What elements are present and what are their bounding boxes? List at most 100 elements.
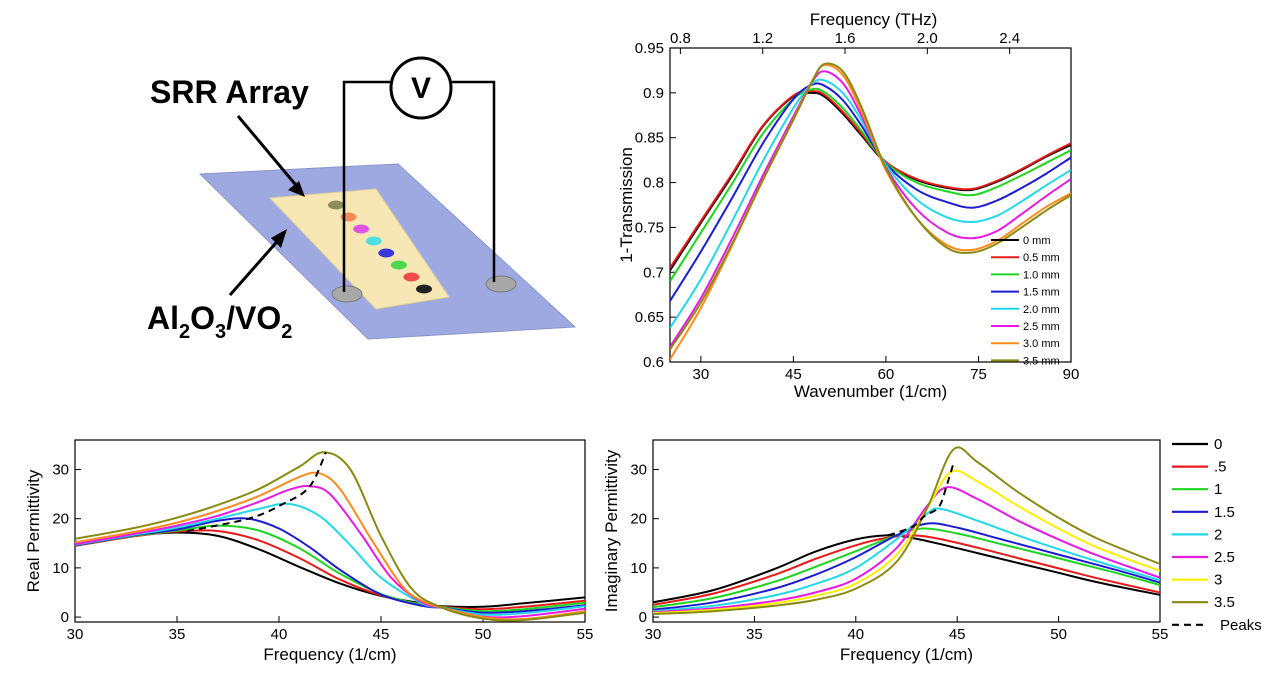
x-tick-label: 35 (746, 626, 763, 643)
y-tick-label: 0.7 (643, 264, 664, 281)
legend-label: .5 (1214, 459, 1227, 476)
x-axis-label: Frequency (1/cm) (840, 645, 973, 664)
srr-dot-7 (403, 272, 420, 282)
series-line-1 (653, 534, 1160, 604)
x-tick-label: 90 (1063, 366, 1080, 383)
legend-label: 2.5 (1214, 549, 1235, 566)
srr-dot-5 (378, 248, 395, 258)
srr-dot-3 (353, 224, 370, 234)
legend-label: 1.5 (1214, 504, 1235, 521)
srr-dot-1 (328, 200, 344, 210)
substrate-label: Al2O3/VO2 (147, 300, 292, 343)
y-tick-label: 10 (630, 560, 647, 577)
peaks-line (887, 464, 955, 537)
series-line-4 (653, 522, 1160, 611)
series-group (670, 62, 1071, 360)
legend-label: 3.5 mm (1023, 355, 1060, 367)
right-contact-pad (485, 275, 517, 293)
series-line-7 (670, 63, 1071, 360)
x2-tick-label: 2.4 (999, 30, 1020, 47)
legend-label: 1.5 mm (1023, 287, 1060, 299)
y-tick-label: 0.9 (643, 85, 664, 102)
x-tick-label: 50 (1050, 626, 1067, 643)
x-tick-label: 30 (67, 626, 84, 643)
legend-label: Peaks (1220, 617, 1262, 634)
real-permittivity-chart: 30 35 40 45 50 55 0 10 20 30 Frequency (1/cm) Real … (24, 439, 594, 664)
y-tick-label: 0.95 (635, 40, 664, 57)
x-tick-label: 60 (878, 366, 895, 383)
peaks-line (187, 451, 327, 532)
x-tick-label: 45 (785, 366, 802, 383)
transmission-chart: 30 45 60 75 90 0.6 0.65 0.7 0.75 0.8 0.85 0.9 0.95 Wa… (617, 10, 1079, 401)
legend-label: 2.5 mm (1023, 321, 1060, 333)
series-line-3 (653, 527, 1160, 609)
plot-frame (652, 439, 1161, 623)
srr-array-label: SRR Array (150, 74, 309, 110)
y-axis-label: 1-Transmission (617, 147, 636, 263)
legend-label: 0 (1214, 436, 1222, 453)
x2-axis-label: Frequency (THz) (810, 10, 938, 29)
srr-dot-4 (365, 236, 382, 246)
x-tick-label: 45 (373, 626, 390, 643)
srr-arrow-line (236, 115, 302, 191)
y-tick-label: 0 (61, 609, 69, 626)
series-line-2 (75, 529, 585, 611)
substrate-arrow-head (271, 229, 287, 248)
series-line-5 (75, 502, 585, 616)
x2-tick-label: 1.2 (752, 30, 773, 47)
y-tick-label: 10 (52, 560, 69, 577)
legend-label: 2.0 mm (1023, 304, 1060, 316)
legend-label: 0 mm (1023, 235, 1051, 247)
series-line-1 (75, 531, 585, 608)
srr-dots (328, 200, 432, 294)
legend-label: 1.0 mm (1023, 269, 1060, 281)
x-tick-label: 75 (970, 366, 987, 383)
series-line-7 (653, 469, 1160, 615)
x-tick-label: 40 (847, 626, 864, 643)
x-tick-label: 30 (693, 366, 710, 383)
x-axis-label: Wavenumber (1/cm) (794, 382, 947, 401)
x-tick-label: 40 (271, 626, 288, 643)
legend-label: 1 (1214, 481, 1222, 498)
y-tick-label: 0.85 (635, 130, 664, 147)
left-contact-pad (331, 285, 363, 303)
plot-frame (669, 47, 1072, 363)
series-line-5 (653, 507, 1160, 613)
y-tick-label: 0.8 (643, 175, 664, 192)
y-tick-label: 0.75 (635, 219, 664, 236)
series-line-3 (670, 87, 1071, 282)
series-line-6 (75, 485, 585, 619)
y-tick-label: 30 (52, 462, 69, 479)
series-line-6 (670, 70, 1071, 348)
voltmeter-label: V (411, 72, 431, 105)
series-line-8 (75, 451, 585, 622)
substrate-arrow-line (228, 235, 284, 296)
legend-label: 0.5 mm (1023, 252, 1060, 264)
y-tick-label: 0.65 (635, 309, 664, 326)
x-axis-label: Frequency (1/cm) (263, 645, 396, 664)
series-group (75, 451, 585, 622)
series-line-4 (75, 517, 585, 614)
legend-label: 2 (1214, 526, 1222, 543)
series-line-7 (75, 471, 585, 621)
x-tick-label: 30 (645, 626, 662, 643)
series-line-8 (670, 62, 1071, 350)
x-tick-label: 50 (475, 626, 492, 643)
srr-dot-6 (390, 260, 407, 270)
x-tick-label: 55 (577, 626, 594, 643)
srr-arrow-head (288, 181, 305, 197)
x-tick-label: 55 (1152, 626, 1169, 643)
series-line-5 (670, 78, 1071, 329)
x2-tick-label: 0.8 (670, 30, 691, 47)
y-tick-label: 0.6 (643, 354, 664, 371)
device-schematic: V SRR Array Al2O3/VO2 (147, 56, 577, 343)
series-group (653, 446, 1160, 616)
srr-dot-8 (416, 284, 432, 294)
legend-label: 3.0 mm (1023, 338, 1060, 350)
x2-tick-label: 1.6 (835, 30, 856, 47)
series-line-3 (75, 524, 585, 613)
y-tick-label: 20 (630, 511, 647, 528)
y-axis-label: Real Permittivity (24, 469, 43, 592)
